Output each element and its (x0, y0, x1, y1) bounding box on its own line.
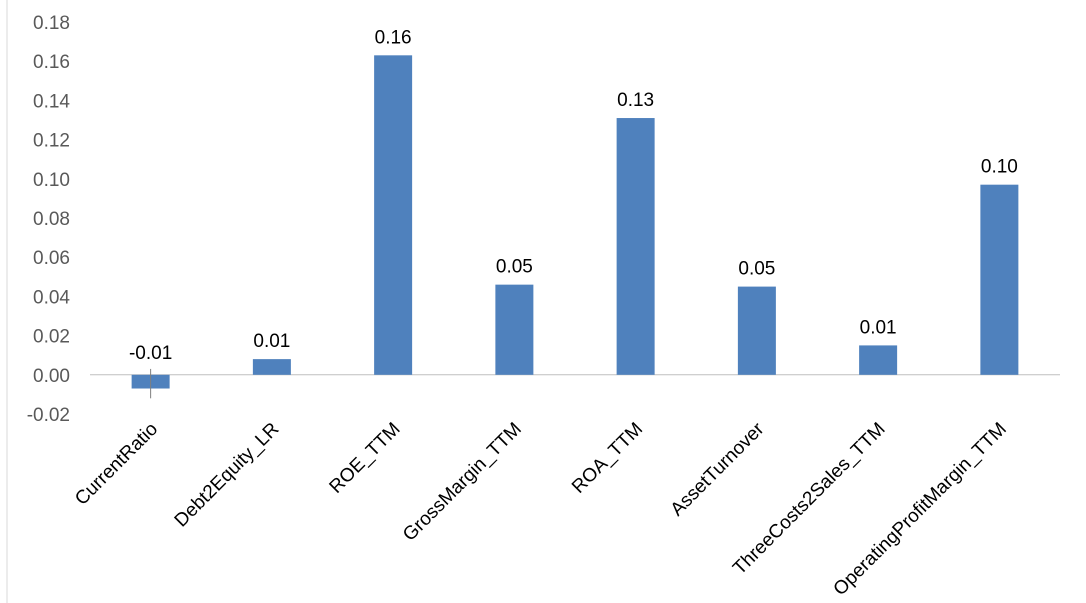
y-tick-label: 0.08 (33, 209, 70, 230)
x-tick-label: AssetTurnover (667, 418, 769, 520)
data-label: 0.05 (738, 259, 775, 280)
bar (495, 284, 534, 375)
bar (859, 345, 898, 375)
bar (737, 286, 776, 375)
x-tick-label: CurrentRatio (71, 419, 162, 510)
bar (980, 184, 1019, 375)
bar (616, 118, 655, 375)
y-tick-label: 0.04 (33, 287, 70, 308)
y-axis: 0.18 0.16 0.14 0.12 0.10 0.08 0.06 0.04 0.02 0.00… (27, 13, 71, 426)
bar (374, 55, 413, 375)
y-tick-label: 0.02 (33, 327, 70, 348)
y-tick-label: 0.10 (33, 170, 70, 191)
x-tick-label: ROA_TTM (568, 419, 647, 498)
y-tick-label: 0.12 (33, 131, 70, 152)
data-label: 0.01 (860, 317, 897, 338)
data-label: 0.01 (253, 331, 290, 352)
x-tick-label: ROE_TTM (326, 419, 405, 498)
data-label: -0.01 (129, 343, 172, 364)
y-tick-label: 0.00 (33, 366, 70, 387)
data-labels: -0.01 0.01 0.16 0.05 0.13 0.05 0.01 0.10 (129, 27, 1018, 363)
x-tick-label: GrossMargin_TTM (399, 419, 526, 546)
data-label: 0.05 (496, 257, 533, 278)
y-tick-label: 0.06 (33, 248, 70, 269)
data-label: 0.13 (617, 90, 654, 111)
x-axis-labels: CurrentRatio Debt2Equity_LR ROE_TTMGrossMa… (71, 418, 1011, 600)
y-tick-label: 0.16 (33, 52, 70, 73)
y-tick-label: -0.02 (27, 405, 70, 426)
y-tick-label: 0.14 (33, 91, 70, 112)
bar (252, 359, 291, 375)
data-label: 0.16 (375, 27, 412, 48)
bars (131, 55, 1019, 399)
x-tick-label: Debt2Equity_LR (171, 419, 284, 532)
y-tick-label: 0.18 (33, 13, 70, 34)
data-label: 0.10 (981, 157, 1018, 178)
